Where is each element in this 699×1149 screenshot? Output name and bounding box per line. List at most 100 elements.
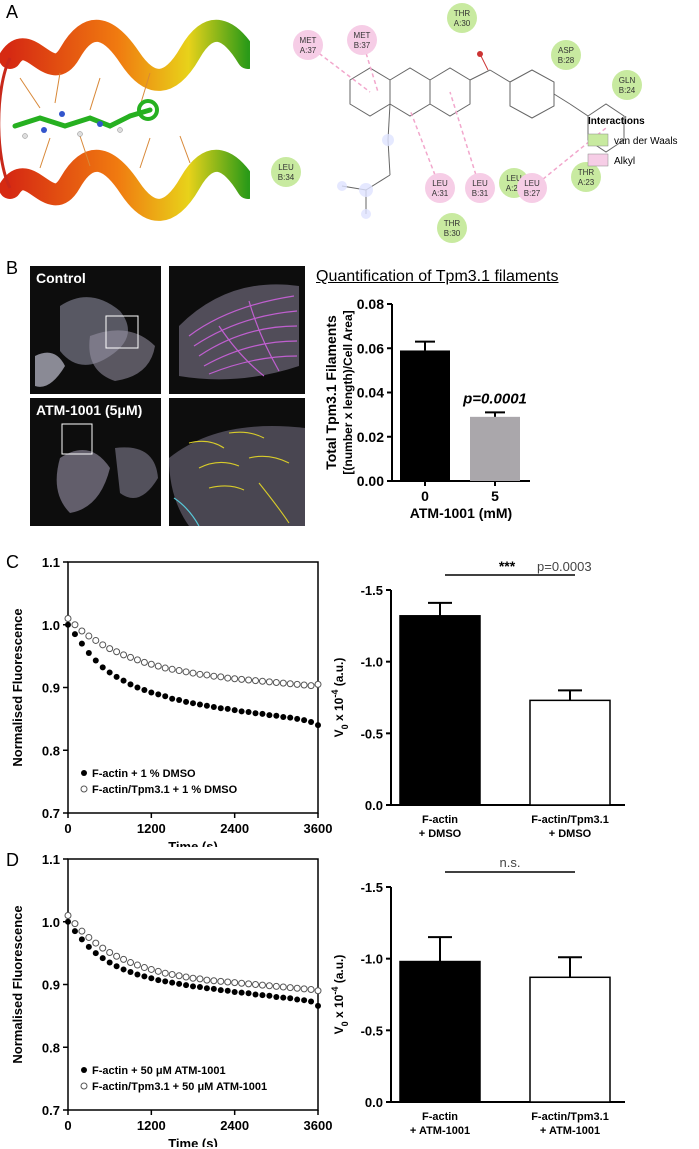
residue-name: THR [578, 168, 595, 177]
data-point [120, 651, 128, 659]
y-axis-title-mid: x 10 [332, 994, 346, 1021]
filaments-treated-zoom-image [169, 426, 305, 526]
residue-name: LEU [506, 174, 522, 183]
data-point [148, 975, 155, 982]
data-point [113, 673, 120, 680]
data-point [308, 998, 315, 1005]
data-point [287, 714, 294, 721]
y-axis-title-sup: -4 [330, 690, 340, 698]
p-value: p=0.0003 [537, 559, 592, 574]
residue-circle [425, 173, 455, 203]
legend-marker [80, 1082, 88, 1090]
y-tick-label: 0.7 [42, 1103, 60, 1118]
data-point [92, 939, 100, 947]
data-point [224, 987, 231, 994]
data-point [280, 713, 287, 720]
x-axis-title: ATM-1001 (mM) [410, 505, 512, 521]
y-tick-label: 1.0 [42, 915, 60, 930]
treated-label: ATM-1001 (5μM) [36, 402, 143, 418]
data-point [308, 719, 315, 726]
residue-chain: B:28 [558, 56, 575, 65]
data-point [92, 950, 99, 957]
y-tick-label: 0.06 [357, 340, 384, 356]
data-point [238, 675, 246, 683]
residue-name: GLN [619, 76, 636, 85]
y-tick-label: -1.0 [361, 952, 383, 967]
data-point [294, 996, 301, 1003]
data-point [301, 997, 308, 1004]
data-point [140, 658, 148, 666]
chart-v0-dmso: 0.0 -0.5 -1.0 -1.5 F-actin + DMSO F-actin/Tpm3… [330, 558, 625, 840]
data-point [315, 1002, 321, 1009]
data-point [238, 989, 245, 996]
x-tick-label: 5 [491, 488, 499, 504]
category-label: F-actin/Tpm3.1 [531, 814, 609, 826]
data-point [168, 665, 176, 673]
quantification-title: Quantification of Tpm3.1 filaments [316, 268, 559, 285]
data-point [148, 689, 155, 696]
y-axis-title-mid: x 10 [332, 697, 346, 724]
data-point [155, 977, 162, 984]
category-label: F-actin [422, 814, 458, 826]
data-point [182, 668, 190, 676]
x-tick-label: 2400 [220, 1118, 249, 1133]
legend-label: F-actin + 1 % DMSO [92, 768, 196, 780]
y-axis-title-sup: -4 [330, 987, 340, 995]
y-tick-label: -0.5 [361, 726, 383, 741]
data-point [286, 984, 294, 992]
chart-tpm-filaments: 0.00 0.02 0.04 0.06 0.08 0 5 p=0.0001 ATM-1001 (… [323, 296, 530, 521]
data-point [210, 985, 217, 992]
data-point [210, 977, 218, 985]
data-point [190, 983, 196, 990]
y-tick-label: 0.9 [42, 681, 60, 696]
data-point [120, 677, 127, 684]
x-axis-title: Time (s) [168, 839, 218, 847]
data-point [106, 959, 113, 966]
data-point [71, 621, 79, 629]
residue-name: MET [300, 36, 317, 45]
series-f-actin-tpm31 [64, 614, 322, 690]
data-point [161, 969, 169, 977]
y-tick-label: 0.8 [42, 743, 60, 758]
legend-swatch [587, 133, 609, 147]
data-point [279, 983, 287, 991]
residue-name: LEU [472, 179, 488, 188]
data-point [300, 681, 308, 689]
data-point [273, 712, 280, 719]
y-tick-label: 1.1 [42, 555, 60, 570]
data-point [210, 703, 217, 710]
y-tick-label: 0.04 [357, 385, 384, 401]
data-point [147, 660, 155, 668]
y-tick-label: 0.00 [357, 473, 384, 489]
series-f-actin [65, 918, 321, 1009]
data-point [272, 982, 280, 990]
data-point [99, 641, 107, 649]
data-point [85, 649, 92, 656]
legend-marker [81, 770, 87, 776]
data-point [210, 672, 218, 680]
data-point [189, 974, 197, 982]
data-point [71, 631, 78, 638]
y-tick-label: -1.5 [361, 880, 383, 895]
data-point [133, 656, 141, 664]
residue-circle [347, 25, 377, 55]
bar-f-actin-tpm31 [529, 976, 611, 1103]
protein-helix-structure [0, 18, 250, 228]
residue-circle [293, 30, 323, 60]
legend-label: F-actin/Tpm3.1 + 1 % DMSO [92, 784, 238, 796]
data-point [141, 973, 148, 980]
data-point [92, 657, 99, 664]
data-point [154, 967, 162, 975]
data-point [266, 712, 273, 719]
data-point [196, 975, 204, 983]
y-axis-title: Normalised Fluorescence [10, 905, 25, 1063]
residue-chain: B:30 [444, 229, 461, 238]
legend-marker [81, 1067, 87, 1073]
data-point [231, 989, 238, 996]
data-point [245, 676, 253, 684]
y-axis-title-main: V [332, 1026, 346, 1034]
